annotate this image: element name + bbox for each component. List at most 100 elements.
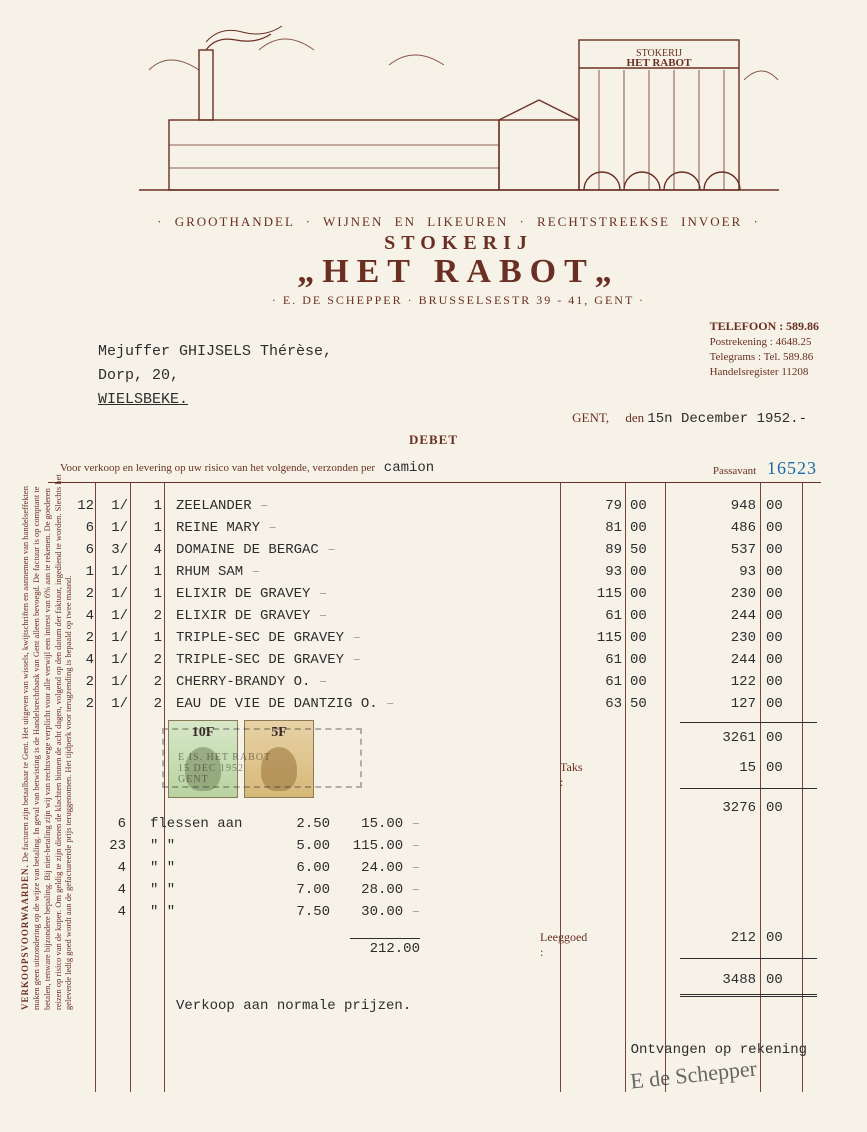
item-desc: TRIPLE-SEC DE GRAVEY – <box>176 652 536 668</box>
factory-illustration: STOKERIJ HET RABOT <box>139 10 779 210</box>
item-size-num: 1/ <box>100 586 128 602</box>
taks-label: Taks : <box>560 760 583 790</box>
item-desc: DOMAINE DE BERGAC – <box>176 542 536 558</box>
bottle-amount: 24.00 – <box>350 860 420 876</box>
date-city: GENT, <box>572 410 609 425</box>
bottle-word: " " <box>150 860 260 876</box>
item-size-den: 1 <box>134 498 162 514</box>
subtotal-amount: 3261 <box>686 730 756 746</box>
telegram-number: 589.86 <box>783 351 813 363</box>
terms-sidebar: VERKOOPSVOORWAARDEN. De facturen zijn be… <box>20 470 74 1010</box>
bottle-row: 4" "7.5030.00 – <box>0 904 867 926</box>
item-size-num: 1/ <box>100 520 128 536</box>
telegram-label: Telegrams : Tel. <box>710 351 781 363</box>
item-size-den: 2 <box>134 608 162 624</box>
item-desc: RHUM SAM – <box>176 564 536 580</box>
item-total: 230 <box>686 630 756 646</box>
bottle-deposit-block: 6flessen aan2.5015.00 –23" "5.00115.00 –… <box>0 816 867 926</box>
item-desc: CHERRY-BRANDY O. – <box>176 674 536 690</box>
bottle-word: " " <box>150 838 260 854</box>
passavant-number: 16523 <box>759 458 817 478</box>
recipient-line-1: Mejuffer GHIJSELS Thérèse, <box>98 340 332 364</box>
taks-amount: 15 <box>686 760 756 776</box>
item-unit: 79 <box>566 498 622 514</box>
footer-note: Verkoop aan normale prijzen. <box>176 998 411 1014</box>
shipping-via: camion <box>378 460 440 476</box>
item-size-den: 2 <box>134 696 162 712</box>
item-total: 948 <box>686 498 756 514</box>
line-item: 21/1ELIXIR DE GRAVEY –1150023000 <box>0 586 867 608</box>
item-total-dec: 00 <box>766 564 796 580</box>
terms-heading: VERKOOPSVOORWAARDEN. <box>20 864 30 1010</box>
bottle-unit: 2.50 <box>270 816 330 832</box>
line-item: 21/2EAU DE VIE DE DANTZIG O. –635012700 <box>0 696 867 718</box>
intro-line: Voor verkoop en levering op uw risico va… <box>60 460 817 476</box>
item-desc: TRIPLE-SEC DE GRAVEY – <box>176 630 536 646</box>
bottle-unit: 7.50 <box>270 904 330 920</box>
register-label: Handelsregister <box>710 366 779 378</box>
item-desc: REINE MARY – <box>176 520 536 536</box>
item-unit-dec: 00 <box>630 586 660 602</box>
item-size-den: 2 <box>134 652 162 668</box>
bottle-row: 23" "5.00115.00 – <box>0 838 867 860</box>
bottle-word: " " <box>150 882 260 898</box>
item-size-den: 2 <box>134 674 162 690</box>
bottle-word: flessen aan <box>150 816 260 832</box>
line-item: 41/2TRIPLE-SEC DE GRAVEY –610024400 <box>0 652 867 674</box>
line-item: 21/1TRIPLE-SEC DE GRAVEY –1150023000 <box>0 630 867 652</box>
bottle-word: " " <box>150 904 260 920</box>
passavant-label: Passavant <box>713 465 756 477</box>
cancel-line: 15 DEC 1952 <box>178 763 271 774</box>
item-unit: 63 <box>566 696 622 712</box>
line-item: 21/2CHERRY-BRANDY O. –610012200 <box>0 674 867 696</box>
received-note: Ontvangen op rekening <box>631 1042 807 1058</box>
item-size-num: 3/ <box>100 542 128 558</box>
item-total-dec: 00 <box>766 630 796 646</box>
item-unit: 61 <box>566 652 622 668</box>
item-size-den: 4 <box>134 542 162 558</box>
line-item: 61/1REINE MARY –810048600 <box>0 520 867 542</box>
item-total-dec: 00 <box>766 696 796 712</box>
item-total-dec: 00 <box>766 520 796 536</box>
bottle-qty: 4 <box>96 904 126 920</box>
item-size-num: 1/ <box>100 630 128 646</box>
item-unit: 93 <box>566 564 622 580</box>
bottle-qty: 4 <box>96 860 126 876</box>
item-unit-dec: 00 <box>630 520 660 536</box>
item-total: 537 <box>686 542 756 558</box>
fiscal-stamps: 10F 5F E IS. HET RABOT 15 DEC 1952 GENT <box>168 720 348 798</box>
item-total: 122 <box>686 674 756 690</box>
grand-total-amount: 3488 <box>686 972 756 988</box>
date-typed: 15n December 1952.- <box>647 411 807 427</box>
tagline: · GROOTHANDEL · WIJNEN EN LIKEUREN · REC… <box>90 214 827 230</box>
item-total-dec: 00 <box>766 608 796 624</box>
item-total-dec: 00 <box>766 498 796 514</box>
taks-dec: 00 <box>766 760 783 776</box>
item-total: 244 <box>686 652 756 668</box>
item-desc: EAU DE VIE DE DANTZIG O. – <box>176 696 536 712</box>
register-number: 11208 <box>781 366 808 378</box>
bottle-qty: 23 <box>96 838 126 854</box>
item-unit-dec: 00 <box>630 674 660 690</box>
item-unit-dec: 50 <box>630 696 660 712</box>
post-number: 4648.25 <box>776 336 812 348</box>
item-size-den: 1 <box>134 630 162 646</box>
item-desc: ELIXIR DE GRAVEY – <box>176 586 536 602</box>
leeggoed-label: Leeggoed : <box>540 930 587 960</box>
brand-line-1: STOKERIJ <box>90 232 827 255</box>
date-den: den <box>625 410 644 425</box>
grand-total-dec: 00 <box>766 972 783 988</box>
cancel-text: E IS. HET RABOT 15 DEC 1952 GENT <box>178 752 271 785</box>
item-unit-dec: 00 <box>630 608 660 624</box>
line-item: 11/1RHUM SAM –93009300 <box>0 564 867 586</box>
subtotal2-amount: 3276 <box>686 800 756 816</box>
item-unit-dec: 50 <box>630 542 660 558</box>
item-unit-dec: 00 <box>630 630 660 646</box>
item-total: 230 <box>686 586 756 602</box>
item-desc: ZEELANDER – <box>176 498 536 514</box>
bottle-qty: 4 <box>96 882 126 898</box>
item-unit-dec: 00 <box>630 652 660 668</box>
recipient-line-2: Dorp, 20, <box>98 364 332 388</box>
line-items: 121/1ZEELANDER –79009480061/1REINE MARY … <box>0 498 867 718</box>
item-unit: 81 <box>566 520 622 536</box>
